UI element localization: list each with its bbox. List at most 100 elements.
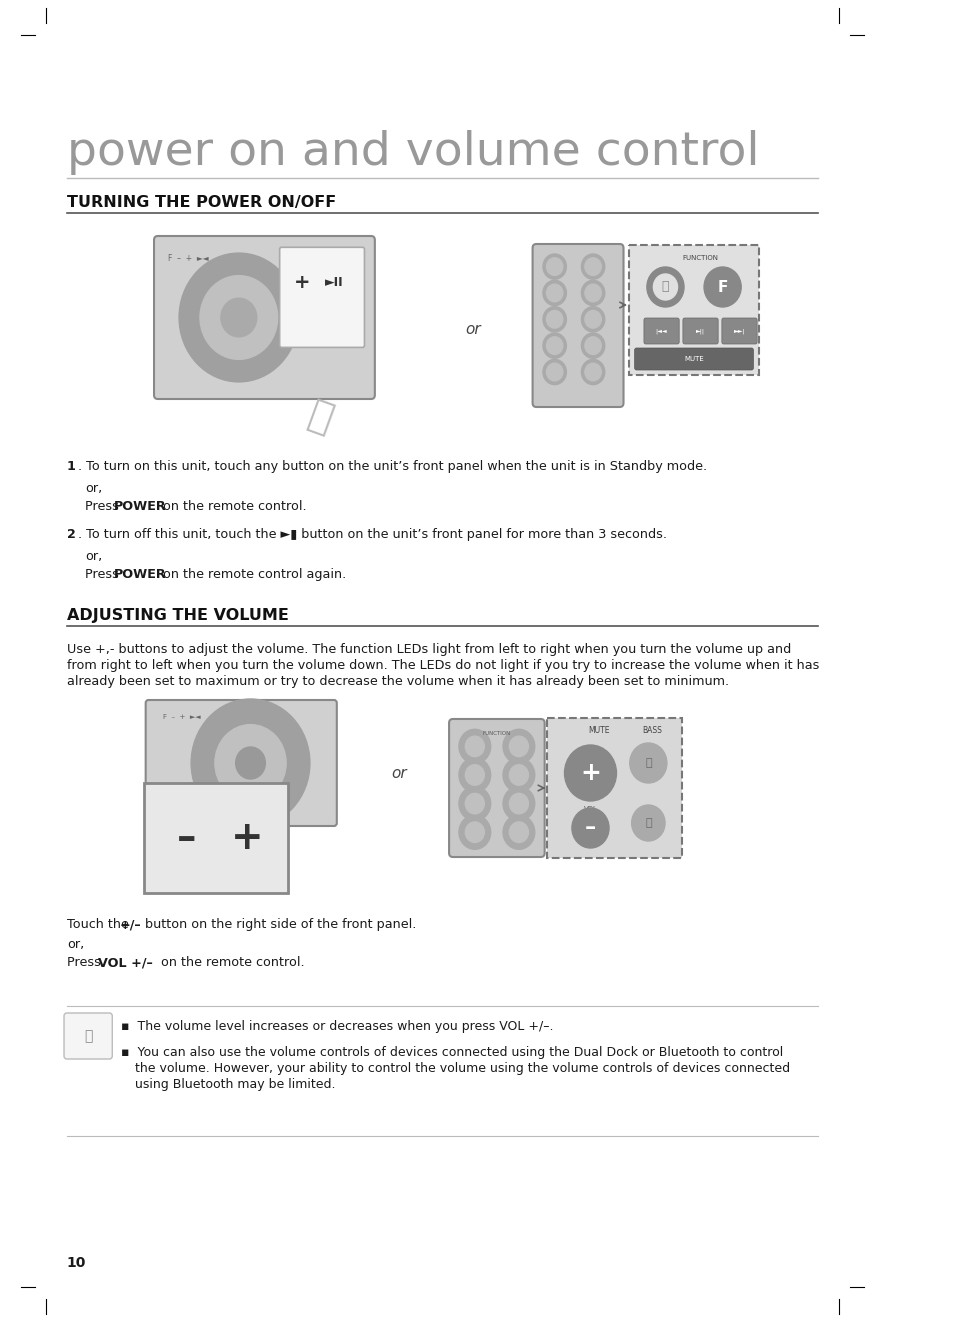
Circle shape bbox=[703, 267, 740, 307]
Text: +/–: +/– bbox=[119, 917, 141, 931]
Circle shape bbox=[542, 254, 566, 279]
Circle shape bbox=[572, 808, 608, 847]
Text: MUTE: MUTE bbox=[683, 356, 703, 362]
Circle shape bbox=[221, 299, 256, 337]
Text: or,: or, bbox=[85, 550, 103, 563]
Text: +: + bbox=[294, 274, 310, 292]
Circle shape bbox=[235, 747, 265, 779]
Text: VOL: VOL bbox=[583, 806, 597, 812]
Text: F  –  +  ►◄: F – + ►◄ bbox=[163, 714, 201, 720]
Text: 1: 1 bbox=[67, 460, 75, 473]
Text: or: or bbox=[465, 323, 480, 337]
Text: or: or bbox=[391, 765, 406, 780]
Text: already been set to maximum or try to decrease the volume when it has already be: already been set to maximum or try to de… bbox=[67, 676, 728, 687]
Circle shape bbox=[502, 758, 535, 792]
Circle shape bbox=[509, 822, 528, 842]
Circle shape bbox=[542, 333, 566, 358]
Circle shape bbox=[580, 307, 604, 332]
Circle shape bbox=[465, 793, 484, 814]
Circle shape bbox=[584, 337, 600, 354]
Circle shape bbox=[200, 276, 277, 360]
Circle shape bbox=[509, 764, 528, 785]
Text: on the remote control.: on the remote control. bbox=[156, 956, 304, 969]
Circle shape bbox=[502, 730, 535, 764]
Circle shape bbox=[458, 816, 490, 849]
Circle shape bbox=[191, 699, 310, 828]
Text: FUNCTION: FUNCTION bbox=[482, 731, 511, 736]
Circle shape bbox=[465, 736, 484, 756]
Circle shape bbox=[542, 280, 566, 305]
Text: F: F bbox=[717, 279, 727, 295]
Text: 🔊: 🔊 bbox=[644, 818, 651, 828]
Circle shape bbox=[465, 822, 484, 842]
FancyBboxPatch shape bbox=[532, 245, 623, 407]
Text: Touch the: Touch the bbox=[67, 917, 132, 931]
Text: from right to left when you turn the volume down. The LEDs do not light if you t: from right to left when you turn the vol… bbox=[67, 658, 819, 672]
Text: TURNING THE POWER ON/OFF: TURNING THE POWER ON/OFF bbox=[67, 196, 335, 210]
Text: BASS: BASS bbox=[641, 726, 661, 735]
FancyBboxPatch shape bbox=[547, 718, 681, 858]
Text: MUTE: MUTE bbox=[587, 726, 609, 735]
Text: Press: Press bbox=[67, 956, 105, 969]
Text: ADJUSTING THE VOLUME: ADJUSTING THE VOLUME bbox=[67, 608, 289, 623]
FancyBboxPatch shape bbox=[144, 783, 288, 892]
Circle shape bbox=[564, 746, 616, 801]
Circle shape bbox=[546, 364, 562, 381]
Circle shape bbox=[542, 307, 566, 332]
Circle shape bbox=[458, 730, 490, 764]
Text: ▪  The volume level increases or decreases when you press VOL +/–.: ▪ The volume level increases or decrease… bbox=[120, 1021, 553, 1032]
Circle shape bbox=[546, 311, 562, 328]
FancyBboxPatch shape bbox=[634, 348, 753, 370]
Circle shape bbox=[584, 284, 600, 301]
Text: 📝: 📝 bbox=[84, 1029, 92, 1043]
Circle shape bbox=[546, 258, 562, 275]
FancyBboxPatch shape bbox=[628, 245, 759, 375]
FancyBboxPatch shape bbox=[279, 247, 364, 348]
Circle shape bbox=[458, 787, 490, 821]
Circle shape bbox=[179, 253, 298, 382]
Text: . To turn off this unit, touch the ►▮ button on the unit’s front panel for more : . To turn off this unit, touch the ►▮ bu… bbox=[78, 527, 666, 541]
Circle shape bbox=[653, 274, 677, 300]
Circle shape bbox=[580, 333, 604, 358]
Circle shape bbox=[502, 787, 535, 821]
Text: Press: Press bbox=[85, 500, 123, 513]
Text: 2: 2 bbox=[67, 527, 75, 541]
Circle shape bbox=[502, 816, 535, 849]
Text: ►►|: ►►| bbox=[733, 328, 744, 333]
Text: Use +,- buttons to adjust the volume. The function LEDs light from left to right: Use +,- buttons to adjust the volume. Th… bbox=[67, 642, 790, 656]
Text: Press: Press bbox=[85, 568, 123, 580]
Text: ⏻: ⏻ bbox=[661, 280, 668, 293]
Text: FUNCTION: FUNCTION bbox=[681, 255, 718, 260]
Text: +: + bbox=[579, 761, 600, 785]
Text: |◄◄: |◄◄ bbox=[655, 328, 667, 333]
Text: on the remote control.: on the remote control. bbox=[158, 500, 306, 513]
Text: ▪  You can also use the volume controls of devices connected using the Dual Dock: ▪ You can also use the volume controls o… bbox=[120, 1046, 782, 1059]
Circle shape bbox=[584, 258, 600, 275]
Circle shape bbox=[465, 764, 484, 785]
Circle shape bbox=[584, 311, 600, 328]
Circle shape bbox=[509, 793, 528, 814]
FancyBboxPatch shape bbox=[449, 719, 544, 857]
Text: –: – bbox=[584, 818, 596, 838]
Text: the volume. However, your ability to control the volume using the volume control: the volume. However, your ability to con… bbox=[135, 1062, 790, 1075]
Circle shape bbox=[646, 267, 683, 307]
Text: or,: or, bbox=[85, 483, 103, 494]
Text: using Bluetooth may be limited.: using Bluetooth may be limited. bbox=[135, 1077, 335, 1091]
Text: ✋: ✋ bbox=[302, 395, 337, 439]
Circle shape bbox=[509, 736, 528, 756]
Circle shape bbox=[546, 284, 562, 301]
Text: on the remote control again.: on the remote control again. bbox=[158, 568, 346, 580]
Text: power on and volume control: power on and volume control bbox=[67, 130, 759, 175]
FancyBboxPatch shape bbox=[153, 237, 375, 399]
Circle shape bbox=[580, 360, 604, 385]
Text: POWER: POWER bbox=[114, 500, 167, 513]
FancyBboxPatch shape bbox=[146, 701, 336, 826]
Text: 10: 10 bbox=[67, 1256, 86, 1270]
Text: ►||: ►|| bbox=[696, 328, 704, 333]
Text: 🔇: 🔇 bbox=[644, 758, 651, 768]
Text: +: + bbox=[231, 820, 263, 857]
FancyBboxPatch shape bbox=[64, 1013, 112, 1059]
Text: button on the right side of the front panel.: button on the right side of the front pa… bbox=[141, 917, 416, 931]
FancyBboxPatch shape bbox=[643, 319, 679, 344]
Circle shape bbox=[214, 724, 286, 801]
